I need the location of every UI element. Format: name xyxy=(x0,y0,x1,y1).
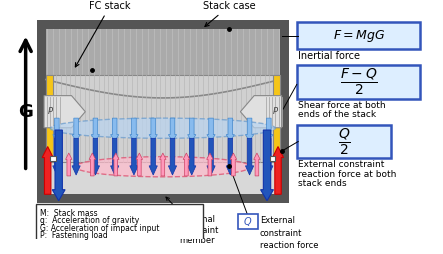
Text: $\dfrac{Q}{2}$: $\dfrac{Q}{2}$ xyxy=(338,126,350,157)
FancyArrow shape xyxy=(42,147,53,194)
Text: M:  Stack mass: M: Stack mass xyxy=(40,209,98,218)
Text: External
constraint
member: External constraint member xyxy=(166,197,218,245)
FancyArrow shape xyxy=(53,118,61,141)
Text: $Q$: $Q$ xyxy=(243,215,253,228)
FancyArrow shape xyxy=(130,118,138,141)
FancyArrow shape xyxy=(149,138,157,175)
FancyArrow shape xyxy=(245,118,254,141)
Polygon shape xyxy=(46,29,280,80)
FancyArrow shape xyxy=(113,153,119,176)
FancyBboxPatch shape xyxy=(46,75,53,162)
FancyArrow shape xyxy=(183,153,190,176)
Text: External constraint: External constraint xyxy=(298,160,385,169)
Text: ends of the stack: ends of the stack xyxy=(298,110,377,119)
FancyBboxPatch shape xyxy=(270,156,275,161)
FancyArrow shape xyxy=(188,138,196,175)
FancyArrow shape xyxy=(159,153,166,176)
FancyBboxPatch shape xyxy=(37,20,289,203)
FancyArrow shape xyxy=(111,118,119,141)
Text: P: P xyxy=(48,107,53,116)
FancyArrow shape xyxy=(265,138,273,175)
Text: reaction force at both: reaction force at both xyxy=(298,169,396,179)
FancyArrow shape xyxy=(241,96,282,128)
FancyArrow shape xyxy=(72,138,80,175)
FancyArrow shape xyxy=(52,130,65,201)
FancyArrow shape xyxy=(168,138,177,175)
Text: P:  Fastening load: P: Fastening load xyxy=(40,231,108,240)
FancyArrow shape xyxy=(226,118,234,141)
FancyArrow shape xyxy=(89,153,96,176)
Text: Stack case: Stack case xyxy=(203,1,256,26)
FancyBboxPatch shape xyxy=(272,75,280,162)
Polygon shape xyxy=(46,80,280,98)
Text: g:  Acceleration of gravity: g: Acceleration of gravity xyxy=(40,216,140,225)
Text: P: P xyxy=(273,107,278,116)
FancyArrow shape xyxy=(245,138,254,175)
FancyBboxPatch shape xyxy=(46,29,280,194)
FancyBboxPatch shape xyxy=(297,22,420,49)
FancyBboxPatch shape xyxy=(51,156,56,161)
FancyBboxPatch shape xyxy=(237,214,258,229)
Text: $\dfrac{F - Q}{2}$: $\dfrac{F - Q}{2}$ xyxy=(340,67,378,97)
FancyArrow shape xyxy=(130,138,138,175)
FancyArrow shape xyxy=(260,130,273,201)
Text: FC stack: FC stack xyxy=(75,1,131,67)
Ellipse shape xyxy=(51,118,275,138)
FancyArrow shape xyxy=(111,138,119,175)
FancyArrow shape xyxy=(265,118,273,141)
FancyArrow shape xyxy=(136,153,143,176)
FancyBboxPatch shape xyxy=(297,124,391,158)
Text: stack ends: stack ends xyxy=(298,179,347,188)
FancyBboxPatch shape xyxy=(46,75,280,162)
FancyArrow shape xyxy=(272,147,284,194)
FancyArrow shape xyxy=(188,118,196,141)
FancyArrow shape xyxy=(207,138,215,175)
FancyArrow shape xyxy=(207,153,213,176)
Text: Shear force at both: Shear force at both xyxy=(298,101,386,110)
FancyArrow shape xyxy=(91,118,100,141)
Text: G: Acceleration of impact input: G: Acceleration of impact input xyxy=(40,224,160,233)
FancyArrow shape xyxy=(53,138,61,175)
FancyArrow shape xyxy=(230,153,237,176)
FancyArrow shape xyxy=(91,138,100,175)
Text: External
constraint
reaction force: External constraint reaction force xyxy=(260,216,318,250)
FancyArrow shape xyxy=(226,138,234,175)
FancyArrow shape xyxy=(149,118,157,141)
Text: $F = MgG$: $F = MgG$ xyxy=(333,27,385,43)
Ellipse shape xyxy=(75,157,251,177)
FancyArrow shape xyxy=(168,118,177,141)
FancyArrow shape xyxy=(254,153,260,176)
FancyArrow shape xyxy=(72,118,80,141)
FancyBboxPatch shape xyxy=(36,204,203,240)
FancyArrow shape xyxy=(66,153,72,176)
Text: Inertial force: Inertial force xyxy=(298,51,360,61)
Text: G: G xyxy=(18,103,33,121)
FancyArrow shape xyxy=(44,96,85,128)
FancyArrow shape xyxy=(207,118,215,141)
FancyBboxPatch shape xyxy=(297,65,420,99)
